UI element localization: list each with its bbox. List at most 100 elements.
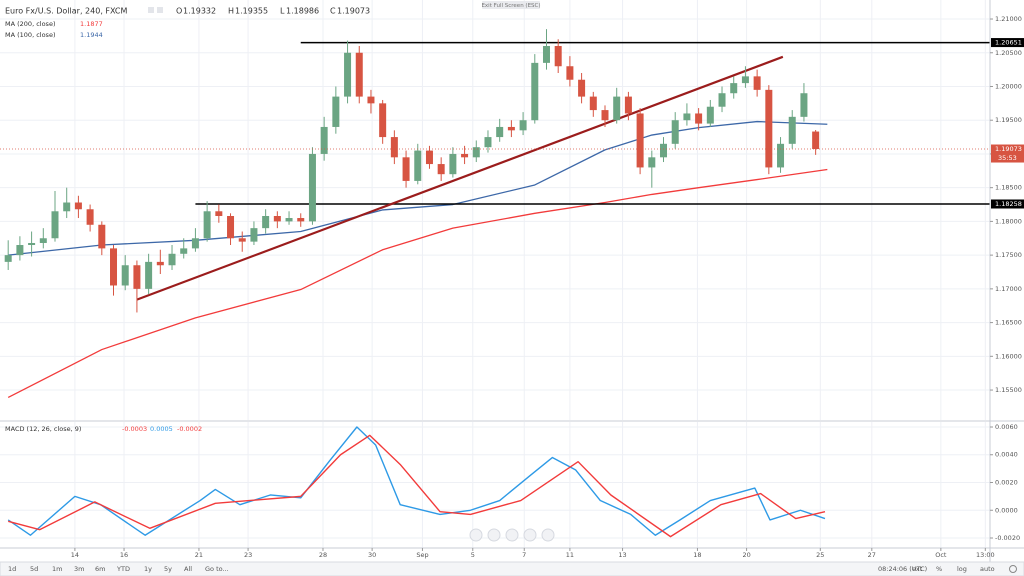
candle-body xyxy=(320,126,328,154)
candle-body xyxy=(39,238,47,243)
symbol-title: Euro Fx/U.S. Dollar, 240, FXCM xyxy=(5,7,127,16)
price-tag xyxy=(991,38,1024,48)
candle-body xyxy=(730,83,738,94)
current-price-label: 1.19073 xyxy=(995,145,1022,153)
scroll-left-button[interactable] xyxy=(487,528,501,542)
y-tick-label: 1.18000 xyxy=(995,217,1022,225)
candle-body xyxy=(765,89,773,168)
legend-ma100-value: 1.1944 xyxy=(80,31,103,39)
ohlc-value: 1.18986 xyxy=(286,7,319,16)
candle-body xyxy=(531,62,539,121)
range-button[interactable]: 1y xyxy=(144,565,152,573)
zoom-in-button[interactable] xyxy=(541,528,555,542)
range-button[interactable]: 3m xyxy=(74,565,84,573)
range-button[interactable]: YTD xyxy=(116,565,130,573)
candle-body xyxy=(133,265,141,289)
candle-body xyxy=(308,153,316,222)
candle-body xyxy=(437,164,445,175)
scale-button[interactable]: log xyxy=(957,565,967,573)
y-tick-label: 0.0020 xyxy=(995,479,1018,487)
y-tick-label: 1.17000 xyxy=(995,285,1022,293)
legend-value: -0.0003 xyxy=(122,425,147,433)
y-tick-label: 1.20000 xyxy=(995,82,1022,90)
scale-button[interactable]: auto xyxy=(980,565,995,573)
candle-body xyxy=(777,143,785,168)
candle-body xyxy=(566,66,574,80)
scroll-right-button[interactable] xyxy=(523,528,537,542)
legend-ma200-value: 1.1877 xyxy=(80,20,103,28)
scale-button[interactable]: % xyxy=(936,565,942,573)
candle-body xyxy=(519,120,527,131)
candle-body xyxy=(624,96,632,114)
candle-body xyxy=(285,218,293,222)
candle-body xyxy=(332,96,340,127)
y-tick-label: 1.16000 xyxy=(995,352,1022,360)
candle-body xyxy=(472,147,480,158)
x-tick-label: 14 xyxy=(71,551,79,559)
candle-body xyxy=(238,238,246,242)
countdown: 35:53 xyxy=(998,154,1017,162)
candle-body xyxy=(156,261,164,266)
candle-body xyxy=(191,238,199,249)
x-tick-label: 13 xyxy=(618,551,626,559)
legend-value: -0.0002 xyxy=(177,425,202,433)
candle-body xyxy=(367,96,375,104)
candle-body xyxy=(613,96,621,121)
icon xyxy=(148,7,154,13)
candle-body xyxy=(601,110,609,121)
y-tick-label: 0.0040 xyxy=(995,451,1018,459)
x-tick-label: 27 xyxy=(868,551,876,559)
ohlc-label: L xyxy=(280,7,285,16)
candle-body xyxy=(63,202,71,212)
candle-body xyxy=(461,153,469,158)
fullscreen-label[interactable]: Exit Full Screen (ESC) xyxy=(481,3,540,9)
x-tick-label: 21 xyxy=(195,551,203,559)
x-tick-label: 18 xyxy=(693,551,701,559)
series-line xyxy=(8,120,828,256)
series-line xyxy=(7,426,826,536)
x-tick-label: 23 xyxy=(244,551,252,559)
scale-button[interactable]: ext xyxy=(912,565,923,573)
range-button[interactable]: 5d xyxy=(30,565,38,573)
candle-body xyxy=(414,150,422,181)
y-tick-label: 1.18500 xyxy=(995,184,1022,192)
candle-body xyxy=(110,248,118,286)
reset-button[interactable] xyxy=(505,528,519,542)
range-button[interactable]: 5y xyxy=(164,565,172,573)
ohlc-value: 1.19073 xyxy=(337,7,370,16)
candle-body xyxy=(425,150,433,165)
candle-body xyxy=(262,216,270,229)
candle-body xyxy=(636,113,644,168)
x-tick-label: 13:00 xyxy=(976,551,995,559)
legend-macd: MACD (12, 26, close, 9) xyxy=(5,425,81,433)
plot xyxy=(0,29,990,538)
candle-body xyxy=(273,216,281,222)
y-tick-label: 0.0000 xyxy=(995,506,1018,514)
x-tick-label: 5 xyxy=(471,551,475,559)
candle-body xyxy=(51,211,59,239)
scroll-buttons xyxy=(469,528,555,542)
y-tick-label: 1.20500 xyxy=(995,49,1022,57)
range-button[interactable]: 6m xyxy=(95,565,105,573)
price-tag-label: 1.18258 xyxy=(995,200,1022,208)
y-tick-label: 1.21000 xyxy=(995,15,1022,23)
candle-body xyxy=(589,96,597,111)
series-line xyxy=(7,168,828,399)
x-tick-label: 20 xyxy=(742,551,750,559)
candle-body xyxy=(86,209,94,225)
range-button[interactable]: 1d xyxy=(8,565,16,573)
x-tick-label: 25 xyxy=(816,551,824,559)
ohlc-value: 1.19355 xyxy=(235,7,268,16)
current-price-tag xyxy=(991,144,1024,163)
range-button[interactable]: Go to... xyxy=(205,565,229,573)
candle-body xyxy=(695,113,703,124)
range-button[interactable]: 1m xyxy=(52,565,62,573)
zoom-out-button[interactable] xyxy=(469,528,483,542)
x-tick-label: 11 xyxy=(566,551,574,559)
candle-body xyxy=(74,202,82,210)
candle-body xyxy=(554,46,562,67)
fullscreen-button[interactable] xyxy=(482,1,540,9)
settings-icon[interactable] xyxy=(1009,565,1017,573)
range-button[interactable]: All xyxy=(184,565,192,573)
